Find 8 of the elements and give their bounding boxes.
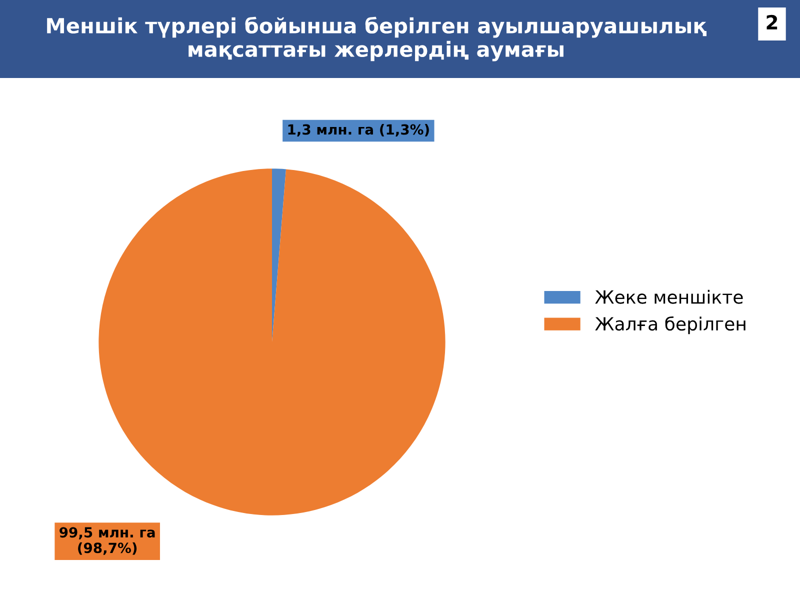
legend-label: Жалға берілген	[595, 316, 746, 334]
pie-slice	[272, 168, 286, 342]
legend-label: Жеке меншікте	[595, 290, 743, 304]
pie-slice	[98, 168, 446, 516]
data-label: 1,3 млн. га (1,3%)	[288, 124, 429, 137]
text: 2	[766, 14, 778, 30]
chart-title: Меншік түрлері бойынша берілген ауылшаруашылық мақсаттағы жерлердің аумағы	[47, 16, 706, 62]
data-label: 99,5 млн. га (98,7%)	[60, 527, 155, 555]
